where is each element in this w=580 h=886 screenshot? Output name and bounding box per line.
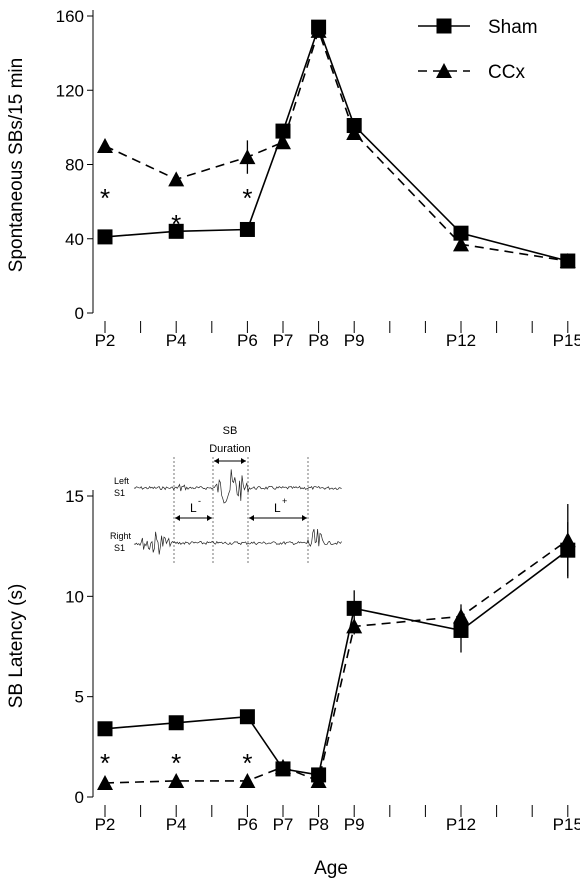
data-point-triangle [275,134,291,150]
x-axis-label: Age [314,858,348,879]
data-point-triangle [453,608,469,624]
x-tick-label: P12 [446,331,476,350]
latency-plus-label: L [274,501,281,515]
x-tick-label: P9 [344,331,365,350]
series-line-ccx [104,539,569,784]
data-point-triangle [310,22,327,38]
legend: Sham CCx [418,17,538,83]
inset-left-label-1: Left [114,476,130,486]
arrow-head [175,515,180,521]
y-tick-label: 5 [75,688,84,707]
data-point-square [453,622,469,638]
inset-right-label-2: S1 [114,543,125,553]
arrow-head [207,515,212,521]
y-tick-label: 40 [65,230,84,249]
series-ccx [97,22,576,269]
data-point-square [168,715,184,731]
series-sham [97,19,576,269]
y-tick-label: 10 [65,587,84,606]
trace-left-s1 [133,469,342,504]
x-tick-label: P7 [273,815,294,834]
data-point-square [239,221,255,237]
x-tick-label: P8 [308,815,329,834]
arrow-head [302,515,307,521]
data-point-triangle [346,124,363,140]
latency-minus-sup: - [198,496,201,506]
x-tick-label: P8 [308,331,329,350]
data-point-triangle [310,772,327,788]
arrow-head [241,458,246,464]
x-tick-label: P2 [95,815,116,834]
data-point-square [97,721,113,737]
legend-marker-square [436,18,452,34]
y-tick-label: 160 [56,7,84,26]
series-sham [97,522,576,783]
significance-asterisk: * [100,748,110,778]
x-tick-label: P12 [446,815,476,834]
x-tick-label: P7 [273,331,294,350]
data-point-triangle [97,137,113,153]
series-ccx [97,504,576,790]
chart-panel-2: 0 5 10 15 P2 P4 P6 P7 P8 P9 P12 P15 SB Latency (s) Ag… [6,487,580,879]
x-tick-label: P15 [553,331,580,350]
series-line-ccx [104,28,568,262]
inset-right-label-1: Right [110,531,132,541]
data-point-square [346,600,362,616]
data-point-triangle [559,253,576,269]
data-point-triangle [559,532,576,548]
significance-asterisk: * [171,748,181,778]
legend-marker-triangle [436,63,452,78]
arrow-head [249,515,254,521]
significance-asterisk: * [100,183,110,213]
data-point-triangle [168,171,185,187]
data-point-square [97,229,113,245]
x-tick-label: P9 [344,815,365,834]
data-point-square [453,225,469,241]
y-tick-label: 15 [65,487,84,506]
data-point-triangle [97,774,113,790]
arrow-head [214,458,219,464]
inset-left-label-2: S1 [114,488,125,498]
series-line-sham [104,549,569,776]
data-point-triangle [168,772,185,788]
latency-minus-label: L [190,501,197,515]
series-line-sham [104,24,569,262]
x-tick-label: P6 [237,331,258,350]
inset-title-line1: SB [223,425,238,437]
trace-right-s1 [133,528,342,555]
x-tick-label: P2 [95,331,116,350]
latency-plus-sup: + [282,496,287,506]
significance-asterisk: * [171,209,181,239]
data-point-triangle [453,236,469,252]
data-point-triangle [239,149,256,165]
y-tick-label: 80 [65,156,84,175]
chart-panel-1: 0 40 80 120 160 P2 P4 P6 P7 P8 P9 P12 P15 Spontaneous… [6,7,580,350]
x-tick-label: P4 [166,815,187,834]
data-point-triangle [275,758,291,774]
legend-label-ccx: CCx [488,62,525,83]
significance-asterisk: * [242,748,252,778]
significance-asterisk: * [242,183,252,213]
data-point-square [168,223,184,239]
legend-label-sham: Sham [488,17,538,38]
y-tick-label: 0 [75,304,84,323]
data-point-square [239,709,255,725]
x-tick-label: P6 [237,815,258,834]
y-tick-label: 120 [56,81,84,100]
x-tick-label: P4 [166,331,187,350]
y-axis-label: Spontaneous SBs/15 min [6,58,27,272]
x-tick-label: P15 [553,815,580,834]
inset-title-line2: Duration [209,443,251,455]
data-point-square [275,123,291,139]
y-axis-label: SB Latency (s) [6,584,27,709]
data-point-triangle [346,618,363,634]
y-tick-label: 0 [75,788,84,807]
data-point-triangle [239,772,256,788]
